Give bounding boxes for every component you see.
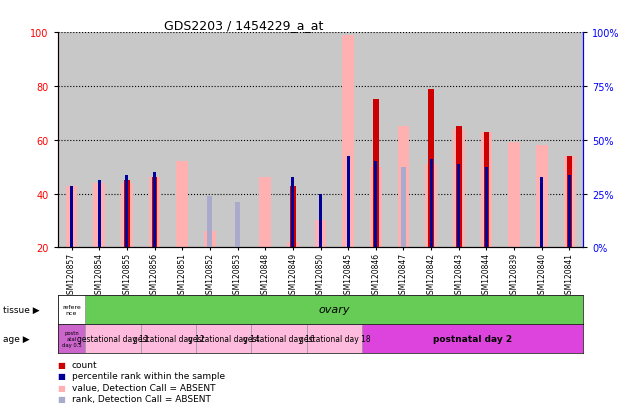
Bar <box>124 180 129 248</box>
Bar <box>149 178 160 248</box>
Bar <box>153 173 156 248</box>
Text: percentile rank within the sample: percentile rank within the sample <box>72 371 225 380</box>
Bar <box>176 162 188 248</box>
Bar <box>428 89 434 248</box>
Text: postnatal day 2: postnatal day 2 <box>433 334 512 343</box>
Text: refere
nce: refere nce <box>62 304 81 315</box>
Text: postn
atal
day 0.5: postn atal day 0.5 <box>62 330 81 347</box>
Bar <box>481 132 492 248</box>
Text: ■: ■ <box>58 360 65 369</box>
Bar <box>235 202 240 248</box>
Bar <box>260 178 271 248</box>
Bar <box>342 36 354 248</box>
Bar <box>140 324 196 353</box>
Bar <box>567 157 572 248</box>
Bar <box>196 324 251 353</box>
Text: rank, Detection Call = ABSENT: rank, Detection Call = ABSENT <box>72 394 211 404</box>
Text: ■: ■ <box>58 394 65 404</box>
Bar <box>98 180 101 248</box>
Bar <box>121 183 133 248</box>
Text: gestational day 16: gestational day 16 <box>243 334 315 343</box>
Bar <box>456 127 462 248</box>
Bar <box>370 167 381 248</box>
Bar <box>374 162 377 248</box>
Bar <box>58 295 85 324</box>
Bar <box>287 242 299 248</box>
Bar <box>508 143 520 248</box>
Bar <box>94 183 105 248</box>
Bar <box>426 165 437 248</box>
Bar <box>401 167 406 248</box>
Bar <box>319 194 322 248</box>
Bar <box>568 175 571 248</box>
Bar <box>290 186 296 248</box>
Text: age ▶: age ▶ <box>3 334 30 343</box>
Bar <box>536 146 547 248</box>
Bar <box>563 157 575 248</box>
Bar <box>85 324 140 353</box>
Bar <box>251 324 306 353</box>
Text: ■: ■ <box>58 383 65 392</box>
Bar <box>429 159 433 248</box>
Bar <box>315 221 326 248</box>
Bar <box>362 324 583 353</box>
Bar <box>126 175 128 248</box>
Text: ovary: ovary <box>319 305 350 315</box>
Bar <box>373 100 379 248</box>
Text: GDS2203 / 1454229_a_at: GDS2203 / 1454229_a_at <box>164 19 323 31</box>
Bar <box>58 324 85 353</box>
Text: gestational day 12: gestational day 12 <box>133 334 204 343</box>
Text: gestational day 14: gestational day 14 <box>188 334 260 343</box>
Bar <box>484 132 489 248</box>
Bar <box>292 178 294 248</box>
Text: value, Detection Call = ABSENT: value, Detection Call = ABSENT <box>72 383 215 392</box>
Bar <box>540 178 543 248</box>
Bar <box>207 197 212 248</box>
Bar <box>66 186 78 248</box>
Bar <box>453 130 465 248</box>
Text: ■: ■ <box>58 371 65 380</box>
Text: gestational day 18: gestational day 18 <box>299 334 370 343</box>
Bar <box>347 157 349 248</box>
Bar <box>70 186 73 248</box>
Bar <box>204 232 215 248</box>
Bar <box>485 167 488 248</box>
Bar <box>397 127 410 248</box>
Bar <box>306 324 362 353</box>
Bar <box>152 178 157 248</box>
Text: tissue ▶: tissue ▶ <box>3 305 40 314</box>
Bar <box>458 165 460 248</box>
Text: count: count <box>72 360 97 369</box>
Text: gestational day 11: gestational day 11 <box>77 334 149 343</box>
